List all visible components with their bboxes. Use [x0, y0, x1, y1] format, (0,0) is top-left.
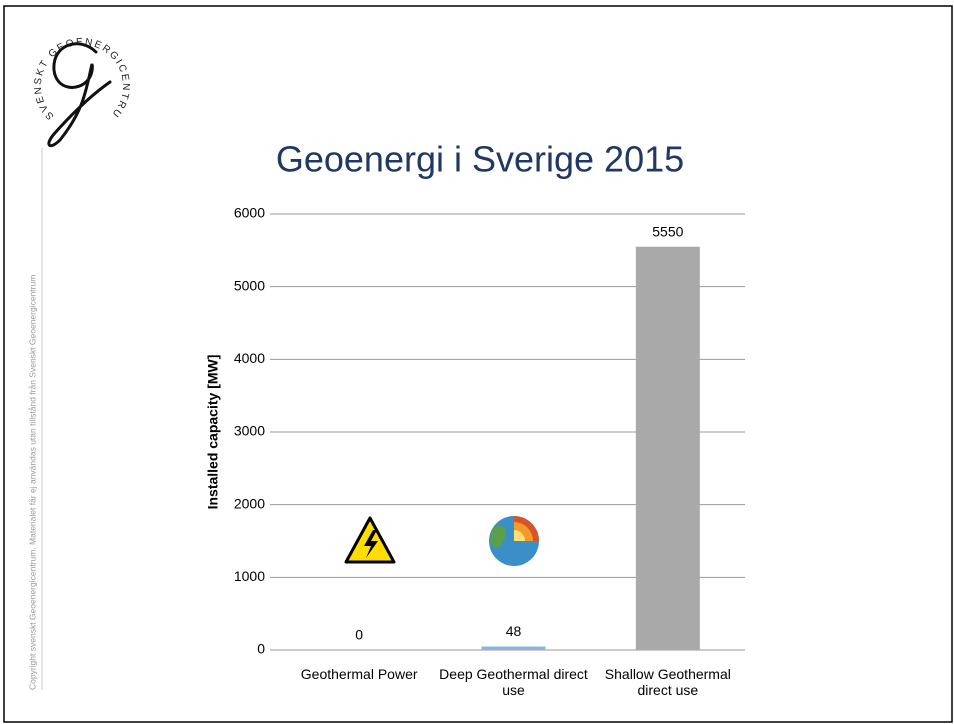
y-tick-label: 3000 [234, 423, 265, 439]
value-label: 0 [355, 627, 363, 643]
y-tick-label: 1000 [234, 568, 265, 584]
warning-icon [344, 516, 396, 564]
y-tick-label: 4000 [234, 350, 265, 366]
x-tick-label: Geothermal Power [300, 666, 418, 682]
y-tick-label: 0 [257, 641, 265, 657]
earth-icon [489, 516, 539, 566]
x-tick-label: Shallow Geothermal direct use [604, 666, 731, 698]
y-tick-label: 5000 [234, 277, 265, 293]
value-label: 48 [506, 623, 522, 639]
y-tick-label: 2000 [234, 495, 265, 511]
chart-title: Geoenergi i Sverige 2015 [276, 139, 684, 180]
logo: SVENSKT GEOENERGICENTRUM [0, 0, 132, 148]
logo-text-path: SVENSKT GEOENERGICENTRUM [0, 0, 129, 122]
slide-frame [3, 5, 953, 723]
bar [481, 646, 546, 650]
y-axis-label: Installed capacity [MW] [205, 355, 221, 510]
y-tick-label: 6000 [234, 205, 265, 221]
copyright: Copyright svenskt Geoenergicentrum. Mate… [27, 275, 37, 690]
bar [635, 246, 700, 650]
logo-glyph [47, 42, 112, 148]
logo-text: SVENSKT GEOENERGICENTRUM [0, 0, 132, 122]
value-label: 5550 [652, 223, 683, 239]
x-tick-label: Deep Geothermal direct use [439, 666, 588, 698]
